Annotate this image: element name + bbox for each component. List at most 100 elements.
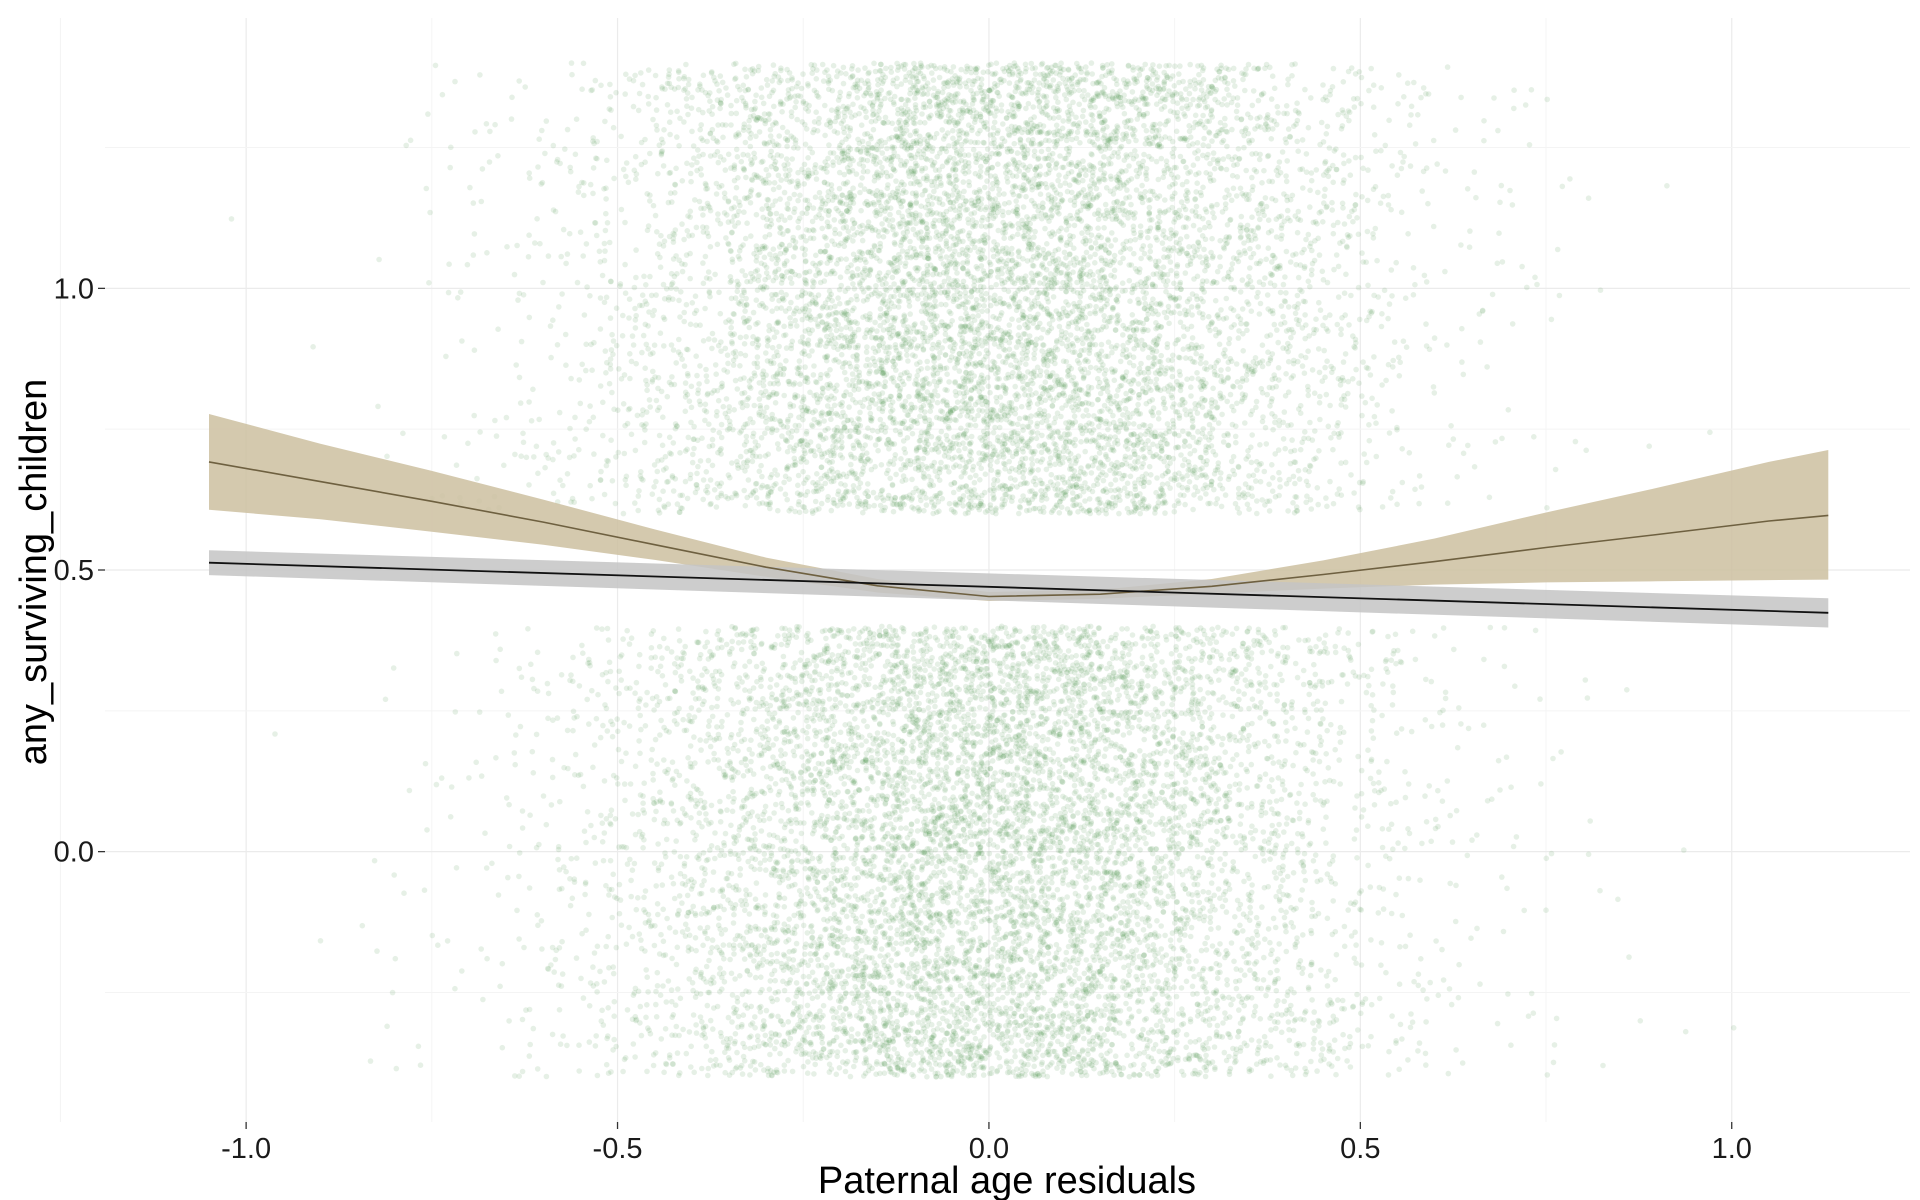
- data-point: [605, 933, 611, 940]
- data-point: [1041, 829, 1048, 835]
- data-point: [891, 898, 897, 904]
- data-point: [1265, 926, 1272, 932]
- data-point: [896, 791, 902, 797]
- data-point: [701, 804, 708, 811]
- data-point: [1026, 844, 1032, 850]
- data-point: [1336, 757, 1342, 763]
- data-point: [799, 678, 805, 685]
- data-point: [1331, 1037, 1338, 1043]
- data-point: [1236, 1007, 1242, 1013]
- data-point: [981, 898, 987, 904]
- data-point: [1284, 644, 1291, 651]
- data-point: [1376, 780, 1382, 786]
- data-point: [1220, 891, 1227, 898]
- data-point: [804, 890, 811, 897]
- data-point: [497, 983, 503, 990]
- data-point: [1126, 846, 1132, 852]
- data-point: [1071, 1035, 1077, 1041]
- data-point: [1072, 972, 1078, 978]
- data-point: [1389, 1013, 1395, 1019]
- data-point: [1330, 853, 1337, 859]
- data-point: [626, 641, 633, 647]
- data-point: [1267, 799, 1273, 805]
- data-point: [616, 668, 622, 675]
- data-point: [674, 655, 680, 661]
- data-point: [774, 937, 781, 943]
- data-point: [990, 647, 996, 653]
- data-point: [669, 1014, 675, 1020]
- data-point: [852, 1057, 859, 1064]
- data-point: [1144, 964, 1150, 970]
- data-point: [934, 890, 940, 897]
- data-point: [1058, 1027, 1065, 1033]
- data-point: [1255, 665, 1261, 672]
- data-point: [1237, 1048, 1244, 1054]
- data-point: [1294, 674, 1301, 681]
- data-point: [914, 677, 920, 683]
- data-point: [990, 946, 996, 952]
- data-point: [535, 922, 541, 929]
- data-point: [690, 675, 696, 681]
- data-point: [1139, 809, 1146, 815]
- data-point: [811, 827, 817, 834]
- data-point: [1194, 853, 1201, 860]
- data-point: [433, 781, 440, 788]
- data-point: [1171, 726, 1177, 733]
- data-point: [851, 626, 857, 632]
- data-point: [1072, 865, 1079, 871]
- data-point: [635, 705, 642, 711]
- data-point: [992, 819, 998, 825]
- data-point: [1163, 952, 1169, 958]
- data-point: [1468, 935, 1474, 941]
- data-point: [829, 652, 836, 658]
- data-point: [606, 659, 613, 666]
- data-point: [960, 826, 967, 833]
- data-point: [928, 860, 935, 866]
- data-point: [570, 654, 576, 661]
- data-point: [618, 677, 624, 683]
- data-point: [791, 947, 798, 954]
- data-point: [1310, 771, 1316, 777]
- data-point: [1000, 891, 1007, 898]
- data-point: [1010, 771, 1017, 778]
- data-point: [1153, 1022, 1160, 1029]
- data-point: [836, 1025, 843, 1032]
- data-point: [845, 708, 851, 714]
- data-point: [865, 994, 871, 1001]
- data-point: [1076, 975, 1083, 982]
- data-point: [1029, 948, 1035, 954]
- data-point: [1352, 805, 1358, 811]
- data-point: [597, 968, 603, 975]
- data-point: [1176, 868, 1182, 875]
- data-point: [977, 704, 983, 711]
- data-point: [1332, 746, 1338, 753]
- data-point: [1159, 659, 1165, 665]
- data-point: [1365, 862, 1371, 869]
- data-point: [737, 973, 743, 979]
- data-point: [1418, 956, 1424, 962]
- data-point: [843, 990, 849, 996]
- data-point: [699, 672, 705, 678]
- data-point: [875, 886, 881, 893]
- data-point: [940, 686, 947, 692]
- data-point: [872, 845, 879, 852]
- data-point: [960, 1070, 966, 1076]
- data-point: [1081, 970, 1088, 977]
- data-point: [1368, 666, 1375, 673]
- data-point: [1204, 996, 1211, 1002]
- data-point: [1156, 1009, 1162, 1015]
- data-point: [1217, 652, 1224, 659]
- data-point: [1002, 672, 1008, 678]
- data-point: [1190, 716, 1196, 722]
- data-point: [1204, 847, 1210, 854]
- data-point: [1399, 912, 1406, 919]
- data-point: [834, 950, 841, 956]
- data-point: [1114, 686, 1121, 693]
- data-point: [691, 1069, 697, 1076]
- data-point: [921, 794, 928, 800]
- data-point: [1386, 1048, 1392, 1055]
- data-point: [1214, 841, 1221, 847]
- data-point: [1330, 898, 1336, 904]
- data-point: [483, 865, 490, 871]
- data-point: [1154, 984, 1160, 990]
